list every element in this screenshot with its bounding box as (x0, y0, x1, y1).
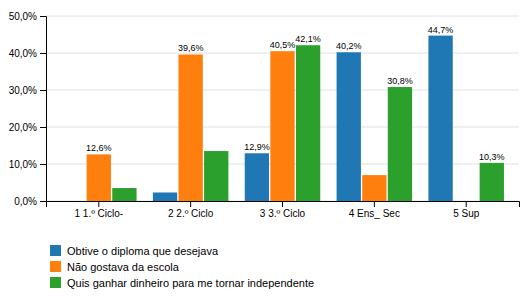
tick-label: 4 Ens_ Sec (349, 208, 400, 219)
bar (178, 54, 202, 201)
bar (337, 52, 361, 201)
bar (362, 175, 386, 201)
tick-label: 3 3.º Ciclo (260, 208, 306, 219)
tick-mark (40, 201, 46, 202)
legend-swatch (50, 245, 61, 256)
legend-item: Obtive o diploma que desejava (50, 245, 219, 257)
data-labels: 12,9% 40,2% 44,7% 12,6% 39,6% 40,5%42,1% 30,8%… (86, 25, 505, 162)
tick-label: 1 1.º Ciclo- (74, 208, 123, 219)
data-label: 39,6% (178, 43, 204, 53)
tick-label: 5 Sup (453, 208, 480, 219)
plot: 0,0% 10,0% 20,0% 30,0% 40,0% 50,0% 1 1.º Ciclo… (9, 11, 520, 219)
bar (61, 201, 85, 202)
y-tick: 10,0% (9, 159, 46, 170)
tick-label: 40,0% (9, 48, 37, 59)
tick-mark (40, 127, 46, 128)
bar (454, 201, 478, 202)
tick-mark (98, 201, 99, 207)
axis-line (40, 17, 47, 202)
legend-swatch (50, 277, 61, 288)
tick-label: 20,0% (9, 122, 37, 133)
bar (296, 45, 320, 201)
legend-label: Obtive o diploma que desejava (67, 245, 219, 257)
x-tick: 5 Sup (453, 201, 480, 219)
tick-mark (466, 201, 467, 207)
y-tick: 0,0% (14, 196, 46, 207)
x-tick: 1 1.º Ciclo- (74, 201, 123, 219)
tick-mark (190, 201, 191, 207)
data-label: 44,7% (428, 25, 454, 35)
data-label: 12,6% (86, 143, 112, 153)
y-tick: 20,0% (9, 122, 46, 133)
tick-label: 2 2.º Ciclo (168, 208, 214, 219)
data-label: 12,9% (244, 142, 270, 152)
tick-mark (40, 90, 46, 91)
x-tick: 4 Ens_ Sec (349, 201, 400, 219)
tick-label: 10,0% (9, 159, 37, 170)
y-tick: 50,0% (9, 11, 46, 22)
data-label: 40,2% (336, 41, 362, 51)
bar (388, 87, 412, 201)
bar (480, 163, 504, 201)
legend-label: Quis ganhar dinheiro para me tornar inde… (67, 277, 314, 289)
tick-label: 30,0% (9, 85, 37, 96)
legend-swatch (50, 261, 61, 272)
legend: Obtive o diploma que desejava Não gostava… (50, 245, 314, 289)
legend-item: Quis ganhar dinheiro para me tornar inde… (50, 277, 314, 289)
bar (112, 188, 136, 201)
bar (153, 192, 177, 201)
x-axis: 1 1.º Ciclo- 2 2.º Ciclo 3 3.º Ciclo 4 Ens_… (47, 201, 520, 219)
tick-mark (282, 201, 283, 207)
bar (245, 153, 269, 201)
y-tick: 40,0% (9, 48, 46, 59)
data-label: 42,1% (295, 34, 321, 44)
chart: 0,0% 10,0% 20,0% 30,0% 40,0% 50,0% 1 1.º Ciclo… (0, 0, 531, 297)
axis-line (47, 202, 520, 208)
y-axis: 0,0% 10,0% 20,0% 30,0% 40,0% 50,0% (9, 11, 47, 207)
legend-label: Não gostava da escola (67, 261, 180, 273)
bar (428, 36, 452, 201)
bar (204, 151, 228, 201)
data-label: 30,8% (387, 76, 413, 86)
bars (87, 36, 504, 201)
tick-mark (40, 16, 46, 17)
tick-mark (40, 164, 46, 165)
legend-item: Não gostava da escola (50, 261, 180, 273)
grid-line (46, 16, 519, 17)
x-tick: 2 2.º Ciclo (168, 201, 214, 219)
bar (270, 51, 294, 201)
tick-mark (40, 53, 46, 54)
x-tick: 3 3.º Ciclo (260, 201, 306, 219)
data-label: 10,3% (479, 152, 505, 162)
bar (87, 154, 111, 201)
tick-label: 0,0% (14, 196, 37, 207)
tick-label: 50,0% (9, 11, 37, 22)
tick-mark (374, 201, 375, 207)
grid (46, 16, 519, 201)
y-tick: 30,0% (9, 85, 46, 96)
data-label: 40,5% (270, 40, 296, 50)
